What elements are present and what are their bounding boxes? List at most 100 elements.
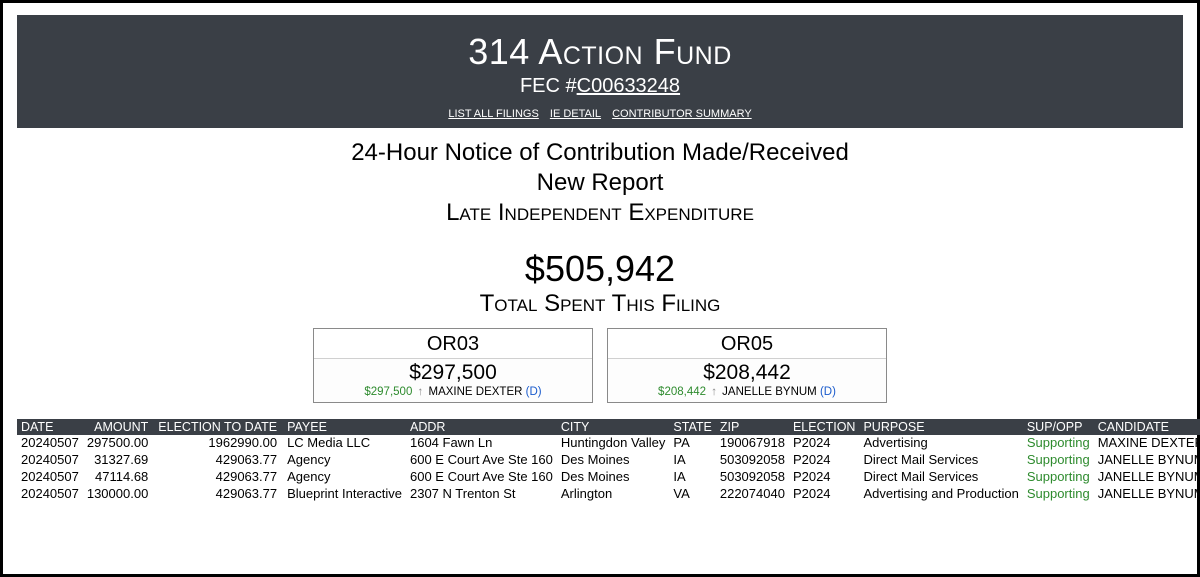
report-title-3: Late Independent Expenditure [17,198,1183,228]
cell-candidate: JANELLE BYNUM [1094,486,1200,503]
col-purpose: PURPOSE [859,419,1022,435]
cell-addr: 600 E Court Ave Ste 160 [406,452,557,469]
race-card: OR05 $208,442 $208,442 ↑ JANELLE BYNUM (… [607,328,887,403]
cell-city: Des Moines [557,469,670,486]
race-card-body: $297,500 $297,500 ↑ MAXINE DEXTER (D) [314,358,592,402]
table-row: 2024050747114.68429063.77Agency600 E Cou… [17,469,1200,486]
race-card-body: $208,442 $208,442 ↑ JANELLE BYNUM (D) [608,358,886,402]
cell-state: VA [669,486,715,503]
header-banner: 314 Action Fund FEC #C00633248 LIST ALL … [17,15,1183,128]
cell-election: P2024 [789,435,860,452]
col-election: ELECTION [789,419,860,435]
total-block: $505,942 Total Spent This Filing [17,248,1183,318]
header-nav: LIST ALL FILINGS IE DETAIL CONTRIBUTOR S… [17,108,1183,120]
cell-state: PA [669,435,715,452]
table-row: 2024050731327.69429063.77Agency600 E Cou… [17,452,1200,469]
cell-date: 20240507 [17,452,83,469]
col-amount: AMOUNT [83,419,154,435]
cell-zip: 503092058 [716,452,789,469]
cell-addr: 2307 N Trenton St [406,486,557,503]
cell-amount: 297500.00 [83,435,154,452]
total-amount: $505,942 [17,248,1183,290]
cell-date: 20240507 [17,486,83,503]
cell-election: P2024 [789,469,860,486]
col-payee: PAYEE [283,419,406,435]
cell-city: Arlington [557,486,670,503]
cell-addr: 600 E Court Ave Ste 160 [406,469,557,486]
col-city: CITY [557,419,670,435]
report-block: 24-Hour Notice of Contribution Made/Rece… [17,138,1183,228]
cell-payee: Agency [283,452,406,469]
page: 314 Action Fund FEC #C00633248 LIST ALL … [0,0,1200,577]
cell-purpose: Direct Mail Services [859,452,1022,469]
race-party: (D) [820,386,836,398]
race-candidate: MAXINE DEXTER [429,386,523,398]
cell-zip: 503092058 [716,469,789,486]
cell-addr: 1604 Fawn Ln [406,435,557,452]
cell-supopp: Supporting [1023,486,1094,503]
race-sub-amount: $208,442 [658,386,706,398]
cell-etd: 429063.77 [154,452,283,469]
fec-prefix: FEC # [520,75,577,97]
total-label: Total Spent This Filing [17,290,1183,318]
cell-zip: 190067918 [716,435,789,452]
race-card: OR03 $297,500 $297,500 ↑ MAXINE DEXTER (… [313,328,593,403]
cell-purpose: Advertising [859,435,1022,452]
race-candidate: JANELLE BYNUM [722,386,817,398]
cell-amount: 130000.00 [83,486,154,503]
report-title-1: 24-Hour Notice of Contribution Made/Rece… [17,138,1183,168]
race-sub-amount: $297,500 [364,386,412,398]
race-cards: OR03 $297,500 $297,500 ↑ MAXINE DEXTER (… [17,328,1183,403]
up-arrow-icon: ↑ [711,386,717,398]
cell-candidate: JANELLE BYNUM [1094,469,1200,486]
col-etd: ELECTION TO DATE [154,419,283,435]
cell-purpose: Advertising and Production [859,486,1022,503]
fec-number-link[interactable]: C00633248 [577,75,680,97]
cell-etd: 1962990.00 [154,435,283,452]
cell-date: 20240507 [17,435,83,452]
race-party: (D) [526,386,542,398]
cell-purpose: Direct Mail Services [859,469,1022,486]
report-title-2: New Report [17,168,1183,198]
cell-amount: 31327.69 [83,452,154,469]
cell-payee: LC Media LLC [283,435,406,452]
up-arrow-icon: ↑ [418,386,424,398]
cell-etd: 429063.77 [154,469,283,486]
cell-supopp: Supporting [1023,469,1094,486]
race-amount: $208,442 [608,361,886,385]
cell-city: Huntingdon Valley [557,435,670,452]
cell-state: IA [669,452,715,469]
cell-election: P2024 [789,486,860,503]
col-supopp: SUP/OPP [1023,419,1094,435]
col-addr: ADDR [406,419,557,435]
cell-etd: 429063.77 [154,486,283,503]
nav-contributor-summary[interactable]: CONTRIBUTOR SUMMARY [612,108,752,120]
col-state: STATE [669,419,715,435]
col-candidate: CANDIDATE [1094,419,1200,435]
cell-date: 20240507 [17,469,83,486]
table-header-row: DATE AMOUNT ELECTION TO DATE PAYEE ADDR … [17,419,1200,435]
col-zip: ZIP [716,419,789,435]
cell-candidate: JANELLE BYNUM [1094,452,1200,469]
cell-state: IA [669,469,715,486]
nav-list-filings[interactable]: LIST ALL FILINGS [448,108,539,120]
table-body: 20240507297500.001962990.00LC Media LLC1… [17,435,1200,503]
org-title: 314 Action Fund [17,31,1183,73]
expenditure-table: DATE AMOUNT ELECTION TO DATE PAYEE ADDR … [17,419,1200,503]
race-code: OR03 [314,329,592,358]
nav-ie-detail[interactable]: IE DETAIL [550,108,601,120]
cell-election: P2024 [789,452,860,469]
cell-amount: 47114.68 [83,469,154,486]
race-sub: $208,442 ↑ JANELLE BYNUM (D) [608,386,886,398]
cell-city: Des Moines [557,452,670,469]
race-amount: $297,500 [314,361,592,385]
expenditure-table-wrap: DATE AMOUNT ELECTION TO DATE PAYEE ADDR … [17,419,1183,503]
cell-supopp: Supporting [1023,452,1094,469]
table-row: 20240507297500.001962990.00LC Media LLC1… [17,435,1200,452]
cell-payee: Blueprint Interactive [283,486,406,503]
cell-supopp: Supporting [1023,435,1094,452]
cell-zip: 222074040 [716,486,789,503]
cell-payee: Agency [283,469,406,486]
col-date: DATE [17,419,83,435]
cell-candidate: MAXINE DEXTER [1094,435,1200,452]
